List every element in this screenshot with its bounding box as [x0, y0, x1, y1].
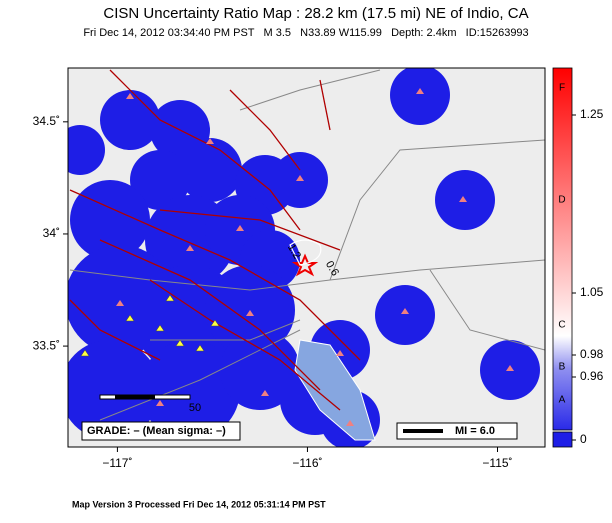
map	[68, 68, 545, 447]
colorbar-label: 0	[580, 432, 587, 446]
grade-letter: F	[559, 83, 565, 94]
x-tick-label: −115˚	[482, 456, 512, 470]
grade-box	[81, 421, 241, 441]
y-tick-label: 34˚	[43, 226, 60, 240]
y-tick-label: 34.5˚	[33, 114, 60, 128]
mi-box	[396, 422, 518, 440]
colorbar-label: 1.25	[580, 107, 604, 121]
grade-letter: B	[559, 362, 566, 373]
grade-letter: C	[558, 320, 565, 331]
title: CISN Uncertainty Ratio Map : 28.2 km (17…	[103, 5, 528, 22]
stations	[116, 88, 514, 426]
scale-bar: 50	[99, 394, 201, 414]
colorbar-label: 0.96	[580, 369, 604, 383]
footer: Map Version 3 Processed Fri Dec 14, 2012…	[72, 499, 326, 509]
scale-label: 50	[189, 402, 201, 414]
colorbar-label: 0.98	[580, 347, 604, 361]
colorbar	[552, 67, 573, 448]
x-tick-label: −116˚	[292, 456, 322, 470]
colorbar-label: 1.05	[580, 285, 604, 299]
grade-letter: A	[559, 395, 566, 406]
x-tick-label: −117˚	[102, 456, 132, 470]
y-tick-label: 33.5˚	[33, 338, 60, 352]
subtitle: Fri Dec 14, 2012 03:34:40 PM PST M 3.5 N…	[83, 27, 528, 39]
grade: GRADE: – (Mean sigma: –)	[87, 425, 226, 437]
mi-label: MI = 6.0	[455, 425, 495, 437]
grade-letter: D	[558, 195, 565, 206]
epicenter	[291, 253, 319, 277]
